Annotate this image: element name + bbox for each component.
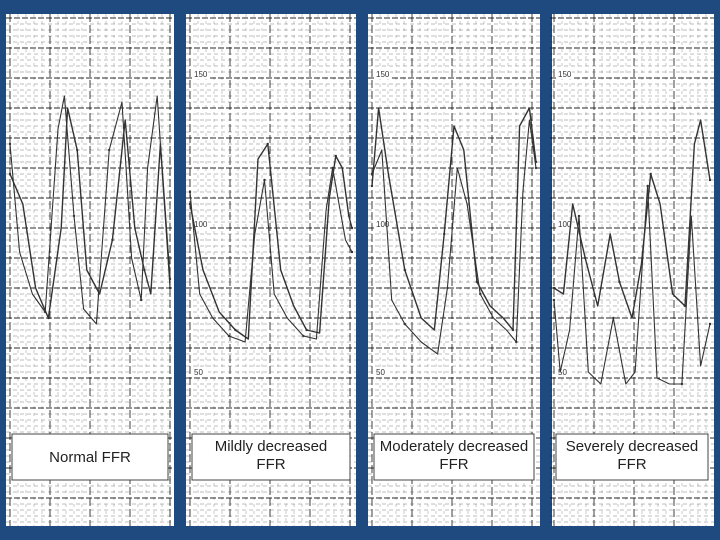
- trace-point: [168, 286, 172, 290]
- trace-point: [305, 328, 308, 332]
- trace-point: [108, 148, 111, 152]
- trace-point: [8, 142, 12, 146]
- trace-point: [370, 184, 374, 188]
- trace-point: [708, 178, 712, 182]
- trace-point: [140, 298, 143, 302]
- trace-point: [47, 316, 50, 320]
- panel-label-text: FFR: [617, 456, 646, 473]
- tick-label-bg: [556, 220, 572, 229]
- trace-point: [370, 172, 374, 176]
- trace-point: [515, 340, 518, 344]
- tick-label-bg: [374, 220, 390, 229]
- panel-label-box: [373, 433, 535, 481]
- trace-point: [479, 292, 482, 296]
- tick-label: 150: [558, 70, 572, 79]
- tick-label-bg: [374, 368, 390, 377]
- trace-point: [143, 268, 146, 272]
- trace-point: [511, 328, 515, 332]
- pressure-trace-distal: [371, 119, 537, 355]
- tick-label: 150: [376, 70, 390, 79]
- tick-label-bg: [192, 368, 208, 377]
- tick-label: 100: [194, 220, 208, 229]
- pressure-trace-distal: [9, 95, 171, 325]
- trace-point: [618, 280, 621, 284]
- panel-label-text: Moderately decreased: [380, 438, 528, 455]
- trace-point: [442, 232, 446, 236]
- trace-point: [646, 184, 649, 188]
- tick-label: 100: [558, 220, 572, 229]
- trace-point: [234, 328, 237, 332]
- trace-point: [584, 256, 587, 260]
- trace-point: [350, 226, 354, 230]
- trace-point: [680, 382, 684, 386]
- strip-divider: [174, 14, 186, 526]
- trace-point: [188, 190, 192, 194]
- trace-point: [334, 154, 337, 158]
- trace-point: [534, 166, 538, 170]
- tick-label-bg: [192, 220, 208, 229]
- tick-label: 50: [376, 368, 385, 377]
- pressure-trace-distal: [189, 167, 353, 343]
- trace-point: [708, 322, 712, 326]
- tick-label-bg: [556, 70, 572, 79]
- tick-label: 50: [558, 368, 567, 377]
- trace-point: [263, 178, 266, 182]
- panel-label-box: [11, 433, 169, 481]
- trace-point: [552, 298, 556, 302]
- trace-point: [350, 250, 354, 254]
- trace-point: [446, 286, 449, 290]
- trace-point: [72, 214, 76, 218]
- trace-point: [683, 304, 687, 308]
- trace-point: [475, 280, 479, 284]
- trace-point: [403, 322, 406, 326]
- trace-point: [8, 172, 12, 176]
- trace-point: [44, 310, 47, 314]
- strip-divider: [356, 14, 368, 526]
- panel-label-box: [555, 433, 709, 481]
- pressure-trace-distal: [553, 185, 711, 385]
- tick-label-bg: [556, 368, 572, 377]
- panel-label-text: FFR: [439, 456, 468, 473]
- trace-point: [111, 238, 114, 242]
- panel-label-text: Severely decreased: [566, 438, 699, 455]
- tick-label-bg: [192, 70, 208, 79]
- trace-point: [331, 166, 334, 170]
- trace-point: [649, 172, 652, 176]
- panel-label-text: Normal FFR: [49, 449, 131, 466]
- trace-point: [403, 268, 406, 272]
- ecg-strip-frame: Normal FFR 150 100 50 Mildly decreased FFR 150…: [6, 14, 714, 526]
- panel-label-text: Mildly decreased: [215, 438, 328, 455]
- ffr-panel-1: Normal FFR: [6, 14, 174, 526]
- trace-point: [577, 214, 581, 218]
- trace-point: [266, 142, 269, 146]
- trace-point: [302, 334, 305, 338]
- panel-label-text: FFR: [256, 456, 285, 473]
- trace-point: [552, 286, 556, 290]
- trace-point: [227, 334, 231, 338]
- pressure-trace-aortic: [9, 107, 171, 319]
- trace-point: [76, 148, 79, 152]
- pressure-trace-aortic: [189, 143, 353, 340]
- pressure-trace-aortic: [553, 119, 711, 319]
- pressure-trace-aortic: [371, 107, 537, 331]
- tick-label: 50: [194, 368, 203, 377]
- tick-label: 100: [376, 220, 390, 229]
- panel-label-box: [191, 433, 351, 481]
- tick-label-bg: [374, 70, 390, 79]
- trace-point: [612, 316, 615, 320]
- strip-divider: [540, 14, 552, 526]
- tick-label: 150: [194, 70, 208, 79]
